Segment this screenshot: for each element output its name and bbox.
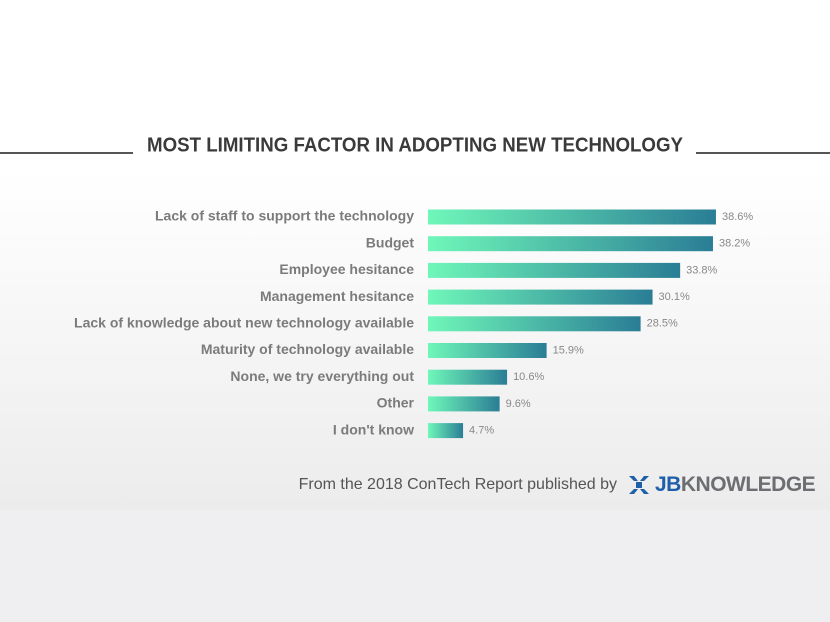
bar xyxy=(428,262,681,278)
logo: JBKNOWLEDGE xyxy=(655,473,816,496)
logo-part: KNOWLEDGE xyxy=(681,473,816,496)
bar xyxy=(428,236,713,252)
bar xyxy=(428,423,464,439)
category-label: Lack of staff to support the technology xyxy=(155,208,414,224)
value-label: 9.6% xyxy=(506,398,531,410)
logo-part: JB xyxy=(655,473,681,496)
bar xyxy=(428,343,547,358)
category-label: Employee hesitance xyxy=(279,261,414,277)
category-label: I don't know xyxy=(333,421,414,437)
chart-background xyxy=(0,170,830,510)
value-label: 4.7% xyxy=(469,425,494,437)
footer-background xyxy=(0,510,830,622)
value-label: 15.9% xyxy=(553,344,584,356)
value-label: 33.8% xyxy=(686,264,717,276)
bar xyxy=(428,209,716,225)
value-label: 30.1% xyxy=(659,291,690,303)
value-label: 38.6% xyxy=(722,211,753,223)
value-label: 38.2% xyxy=(719,238,750,250)
bar xyxy=(428,289,653,305)
value-label: 28.5% xyxy=(647,318,678,330)
bar xyxy=(428,369,508,385)
category-label: Management hesitance xyxy=(260,288,414,304)
bar xyxy=(428,396,500,412)
category-label: None, we try everything out xyxy=(230,368,414,384)
chart-title: MOST LIMITING FACTOR IN ADOPTING NEW TEC… xyxy=(147,134,684,156)
category-label: Other xyxy=(377,395,415,411)
source-note: From the 2018 ConTech Report published b… xyxy=(299,476,617,493)
logo-icon xyxy=(629,476,649,494)
category-label: Budget xyxy=(366,234,415,250)
bar xyxy=(428,316,641,332)
category-label: Lack of knowledge about new technology a… xyxy=(74,315,414,331)
category-label: Maturity of technology available xyxy=(201,341,414,357)
value-label: 10.6% xyxy=(513,371,544,383)
